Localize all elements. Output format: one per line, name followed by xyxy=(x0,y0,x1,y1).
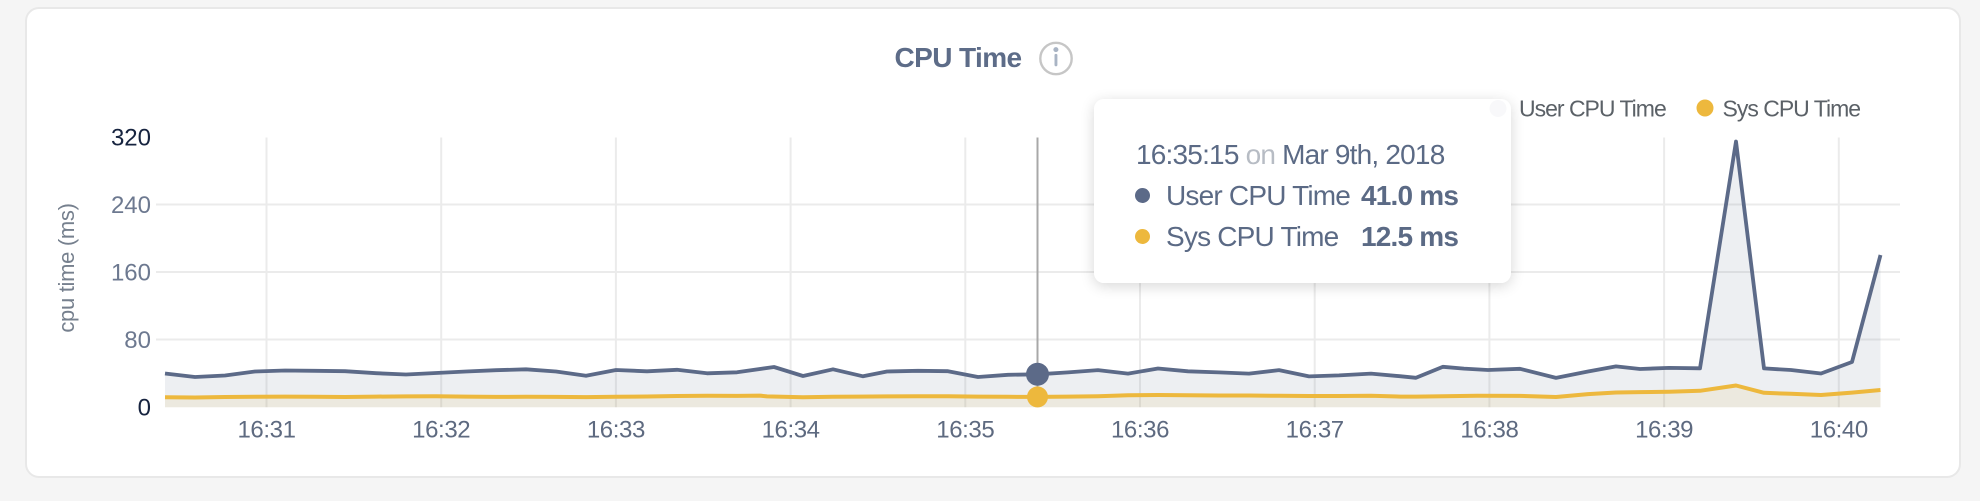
svg-text:16:38: 16:38 xyxy=(1460,417,1518,444)
svg-text:320: 320 xyxy=(111,124,151,151)
svg-text:16:40: 16:40 xyxy=(1810,417,1868,444)
svg-text:16:31: 16:31 xyxy=(237,417,295,444)
svg-text:16:37: 16:37 xyxy=(1286,417,1344,444)
svg-text:16:35: 16:35 xyxy=(936,417,994,444)
svg-text:80: 80 xyxy=(124,327,151,354)
svg-text:16:36: 16:36 xyxy=(1111,417,1169,444)
svg-text:0: 0 xyxy=(138,394,151,421)
svg-text:16:32: 16:32 xyxy=(412,417,470,444)
svg-text:16:33: 16:33 xyxy=(587,417,645,444)
svg-text:User CPU Time: User CPU Time xyxy=(1519,96,1666,122)
svg-text:16:39: 16:39 xyxy=(1635,417,1693,444)
svg-text:Sys CPU Time: Sys CPU Time xyxy=(1723,96,1861,122)
svg-text:240: 240 xyxy=(111,192,151,219)
svg-text:160: 160 xyxy=(111,259,151,286)
svg-text:16:34: 16:34 xyxy=(762,417,820,444)
svg-text:cpu time (ms): cpu time (ms) xyxy=(54,203,79,332)
